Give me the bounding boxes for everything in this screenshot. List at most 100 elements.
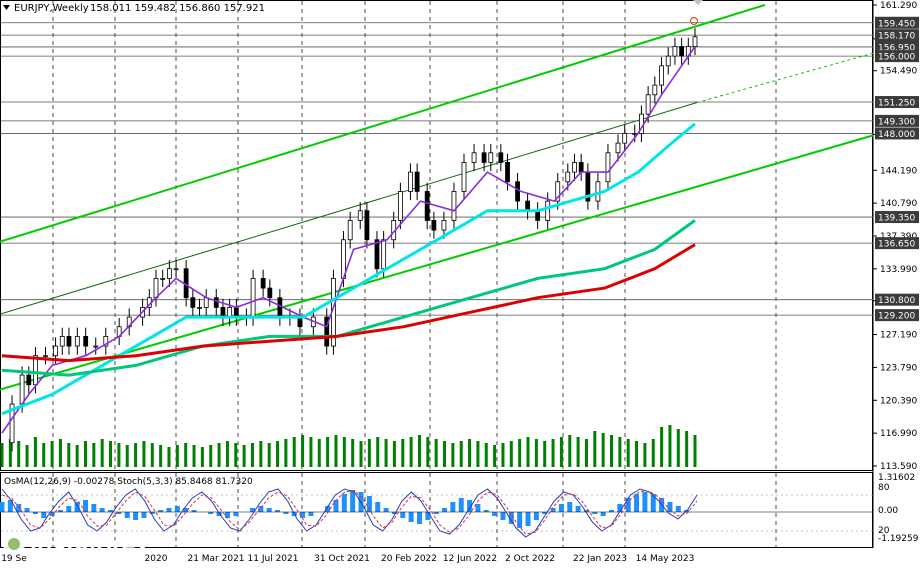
volume-bar: [493, 445, 497, 467]
chart-shift-icon[interactable]: [693, 0, 703, 5]
osma-bar: [7, 500, 13, 512]
candle-body: [9, 403, 15, 444]
candle-body: [632, 133, 638, 135]
oscillator-label: OsMA(12,26,9) -0.00278 Stoch(5,3,3) 85.8…: [4, 477, 253, 487]
oscillator-scale-label: 0.00: [878, 506, 898, 516]
volume-bar: [225, 441, 229, 467]
candle-body: [441, 220, 447, 231]
date-tick-label: 14 May 2023: [636, 554, 695, 564]
volume-bar: [150, 443, 154, 467]
volume-bar: [451, 443, 455, 467]
volume-bar: [317, 439, 321, 467]
osma-bar: [558, 504, 564, 512]
volume-bar: [426, 437, 430, 467]
volume-bar: [559, 437, 563, 467]
volume-bar: [175, 445, 179, 467]
osma-bar: [57, 510, 63, 512]
volume-bar: [593, 431, 597, 467]
candle-body: [153, 278, 159, 299]
osma-bar: [617, 504, 623, 512]
volume-bar: [351, 439, 355, 467]
osma-bar: [375, 502, 381, 512]
volume-bar: [134, 443, 138, 467]
volume-bar: [693, 435, 697, 467]
osma-bar: [133, 512, 139, 520]
candle-body: [645, 94, 651, 115]
symbol-title: EURJPY,Weekly: [14, 3, 89, 14]
level-tag: 158.170: [878, 32, 915, 42]
volume-bar: [618, 437, 622, 467]
moving-average-line: [1, 243, 696, 363]
volume-bar: [643, 443, 647, 467]
candle-body: [659, 65, 664, 86]
volume-bar: [660, 427, 664, 467]
volume-bar: [8, 439, 12, 467]
osma-bar: [408, 512, 414, 522]
candle-body: [605, 152, 611, 183]
volume-bar: [0, 443, 4, 467]
volume-bars: [0, 425, 697, 467]
level-tag-bg: [875, 40, 919, 53]
candle-body: [615, 142, 621, 154]
instaforex-logo: instaforex Instant Forex Trading: [3, 532, 150, 567]
candle-body: [578, 162, 584, 173]
osma-bar: [667, 502, 673, 512]
level-tag-bg: [875, 127, 919, 140]
osma-bar: [492, 512, 498, 516]
osma-bar: [99, 508, 105, 512]
osma-bar: [158, 510, 164, 512]
volume-bar: [50, 441, 54, 467]
volume-bar: [334, 435, 338, 467]
candle-body: [679, 46, 685, 57]
level-tag: 149.300: [878, 117, 915, 127]
volume-bar: [676, 429, 680, 467]
osma-bar: [525, 512, 531, 526]
channel-extension: [696, 52, 874, 103]
last-high-marker: [689, 16, 699, 26]
volume-bar: [209, 445, 213, 467]
candle-body: [545, 200, 551, 221]
volume-bar: [409, 437, 413, 467]
osma-bar: [425, 512, 431, 520]
oscillator-scale-label: 20: [878, 526, 890, 536]
channel-line: [0, 134, 874, 391]
osma-bar: [433, 512, 439, 514]
volume-bar: [276, 441, 280, 467]
osma-bar: [325, 506, 331, 512]
volume-bar: [534, 439, 538, 467]
volume-bar: [326, 437, 330, 467]
volume-bar: [301, 435, 305, 467]
osma-bar: [500, 512, 506, 520]
volume-bar: [384, 439, 388, 467]
volume-bar: [651, 439, 655, 467]
osma-bar: [592, 512, 598, 514]
candle-body: [197, 307, 202, 309]
osma-bar: [0, 502, 5, 512]
volume-bar: [142, 441, 146, 467]
osma-bar: [416, 512, 422, 524]
osma-bar: [391, 512, 397, 514]
ohlc-readout: 158.011 159.482 156.860 157.921: [90, 3, 265, 14]
candle-body: [374, 239, 380, 270]
candle-body: [488, 152, 494, 163]
osma-bar: [350, 490, 356, 512]
osma-bar: [208, 512, 214, 514]
osma-bar: [333, 500, 339, 512]
candle-body: [565, 171, 571, 183]
candle-body: [277, 297, 283, 318]
osma-bar: [625, 498, 631, 512]
volume-bar: [83, 441, 87, 467]
osma-bar: [300, 512, 306, 518]
candle-body: [267, 287, 273, 299]
volume-bar: [484, 443, 488, 467]
osma-bar: [16, 504, 22, 512]
date-tick-label: 20 Feb 2022: [381, 554, 437, 564]
osma-bar: [266, 508, 272, 512]
volume-bar: [434, 439, 438, 467]
candle-body: [83, 335, 89, 347]
volume-bar: [376, 437, 380, 467]
symbol-dropdown-icon[interactable]: [3, 5, 10, 10]
